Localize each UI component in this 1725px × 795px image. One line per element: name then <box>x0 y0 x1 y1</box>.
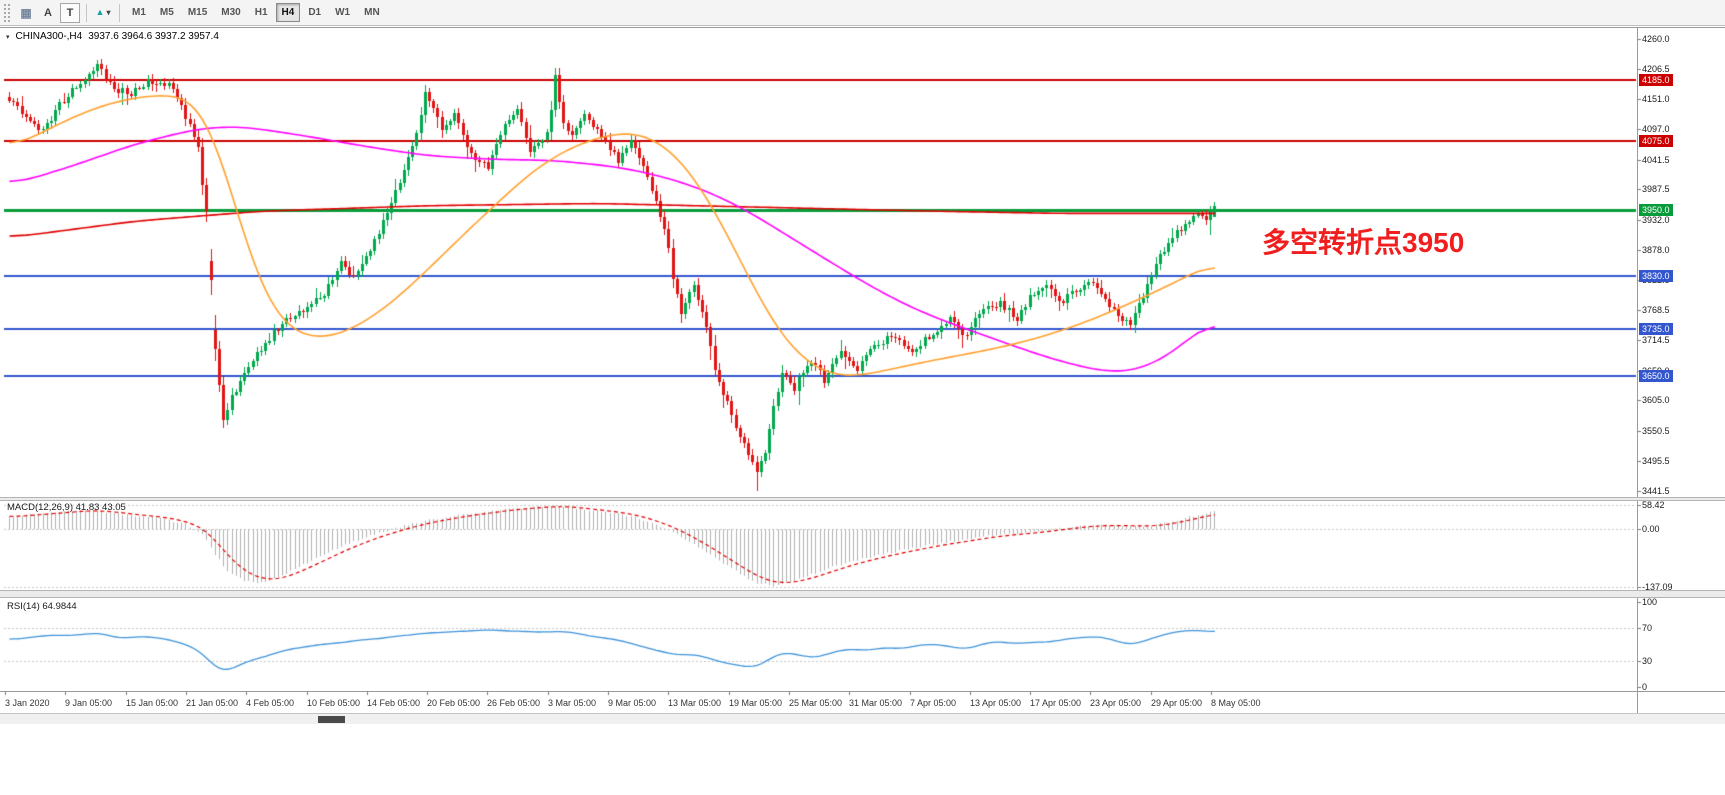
toolbar-separator <box>119 3 120 22</box>
price-axis-tick: 3987.5 <box>1642 184 1670 194</box>
rsi-axis-tick: 70 <box>1642 623 1653 633</box>
macd-label: MACD(12,26,9) 41.83 43.05 <box>7 502 126 513</box>
time-axis-label: 19 Mar 05:00 <box>729 698 783 708</box>
timeframe-button-d1[interactable]: D1 <box>302 3 327 22</box>
price-axis-tick: 3550.5 <box>1642 426 1670 436</box>
scrollbar-thumb[interactable] <box>318 716 345 723</box>
price-axis-tick: 3714.5 <box>1642 335 1670 345</box>
rsi-axis-tick: 100 <box>1642 597 1658 607</box>
price-level-badge: 4075.0 <box>1639 135 1673 147</box>
price-axis-tick: 4260.0 <box>1642 34 1670 44</box>
timeframe-button-m5[interactable]: M5 <box>154 3 180 22</box>
symbol-name: CHINA300-,H4 <box>15 31 83 42</box>
shapes-icon: ▲ <box>95 7 105 17</box>
time-axis-label: 20 Feb 05:00 <box>427 698 481 708</box>
price-level-badge: 3735.0 <box>1639 323 1673 335</box>
price-axis-tick: 4206.5 <box>1642 64 1670 74</box>
text-tool-button[interactable]: A <box>38 3 58 23</box>
time-axis-label: 23 Apr 05:00 <box>1090 698 1142 708</box>
timeframe-button-mn[interactable]: MN <box>358 3 386 22</box>
time-axis-label: 29 Apr 05:00 <box>1151 698 1203 708</box>
ohlc-values: 3937.6 3964.6 3937.2 3957.4 <box>88 31 219 42</box>
macd-axis-tick: 0.00 <box>1642 524 1660 534</box>
panel-separator[interactable] <box>0 590 1725 598</box>
timeframe-button-m15[interactable]: M15 <box>182 3 213 22</box>
time-axis-label: 21 Jan 05:00 <box>186 698 239 708</box>
chart-title: ▾ CHINA300-,H4 3937.6 3964.6 3937.2 3957… <box>6 31 219 42</box>
price-axis-tick: 4097.0 <box>1642 124 1670 134</box>
panel-separator[interactable] <box>0 497 1725 501</box>
price-axis-tick: 3441.5 <box>1642 486 1670 496</box>
price-axis-tick: 3768.5 <box>1642 305 1670 315</box>
text-label-tool-button[interactable]: T <box>60 2 80 23</box>
toolbar-separator <box>86 3 87 22</box>
time-axis-label: 8 May 05:00 <box>1211 698 1261 708</box>
toolbar: ▦ A T ▲ ▾ M1 M5 M15 M30 H1 H4 D1 W1 MN <box>0 0 1725 26</box>
time-axis-label: 15 Jan 05:00 <box>126 698 179 708</box>
rsi-axis-tick: 30 <box>1642 656 1653 666</box>
time-axis-label: 3 Mar 05:00 <box>548 698 597 708</box>
chart-grid-button[interactable]: ▦ <box>16 3 36 23</box>
time-axis-label: 13 Apr 05:00 <box>970 698 1022 708</box>
chevron-down-icon: ▾ <box>106 8 111 17</box>
grid-icon: ▦ <box>20 5 32 20</box>
horizontal-scrollbar[interactable] <box>0 713 1725 724</box>
price-axis-tick: 3932.0 <box>1642 215 1670 225</box>
annotation-text: 多空转折点3950 <box>1262 227 1465 258</box>
panel-border <box>0 691 1725 692</box>
time-axis-label: 17 Apr 05:00 <box>1030 698 1082 708</box>
time-axis-label: 25 Mar 05:00 <box>789 698 843 708</box>
price-axis-tick: 4041.5 <box>1642 155 1670 165</box>
macd-axis-tick: 58.42 <box>1642 500 1665 510</box>
time-axis-label: 31 Mar 05:00 <box>849 698 903 708</box>
price-axis-tick: 4151.0 <box>1642 94 1670 104</box>
price-axis-tick: 3605.0 <box>1642 395 1670 405</box>
time-axis-label: 7 Apr 05:00 <box>910 698 957 708</box>
timeframe-toolbar: M1 M5 M15 M30 H1 H4 D1 W1 MN <box>125 3 387 22</box>
rsi-label: RSI(14) 64.9844 <box>7 601 77 612</box>
shapes-dropdown-button[interactable]: ▲ ▾ <box>93 3 113 23</box>
timeframe-button-h4[interactable]: H4 <box>275 3 301 22</box>
time-axis-label: 13 Mar 05:00 <box>668 698 722 708</box>
timeframe-button-w1[interactable]: W1 <box>329 3 356 22</box>
price-axis-border <box>1637 27 1638 713</box>
time-axis-label: 10 Feb 05:00 <box>307 698 361 708</box>
panel-border <box>0 27 1725 28</box>
time-axis-label: 4 Feb 05:00 <box>246 698 295 708</box>
price-axis-tick: 3878.0 <box>1642 245 1670 255</box>
time-axis-label: 3 Jan 2020 <box>5 698 50 708</box>
time-axis-label: 26 Feb 05:00 <box>487 698 541 708</box>
macd-axis-tick: -137.09 <box>1642 582 1673 592</box>
price-level-badge: 3830.0 <box>1639 270 1673 282</box>
price-axis-tick: 3495.5 <box>1642 456 1670 466</box>
time-axis-label: 14 Feb 05:00 <box>367 698 421 708</box>
timeframe-button-m30[interactable]: M30 <box>215 3 246 22</box>
one-click-trading-icon[interactable]: ▾ <box>6 33 10 41</box>
time-axis-label: 9 Jan 05:00 <box>65 698 113 708</box>
time-axis-label: 9 Mar 05:00 <box>608 698 657 708</box>
price-level-badge: 3650.0 <box>1639 370 1673 382</box>
toolbar-grip[interactable] <box>4 3 10 22</box>
price-level-badge: 3950.0 <box>1639 204 1673 216</box>
timeframe-button-h1[interactable]: H1 <box>249 3 274 22</box>
rsi-axis-tick: 0 <box>1642 682 1648 692</box>
timeframe-button-m1[interactable]: M1 <box>126 3 152 22</box>
price-level-badge: 4185.0 <box>1639 74 1673 86</box>
